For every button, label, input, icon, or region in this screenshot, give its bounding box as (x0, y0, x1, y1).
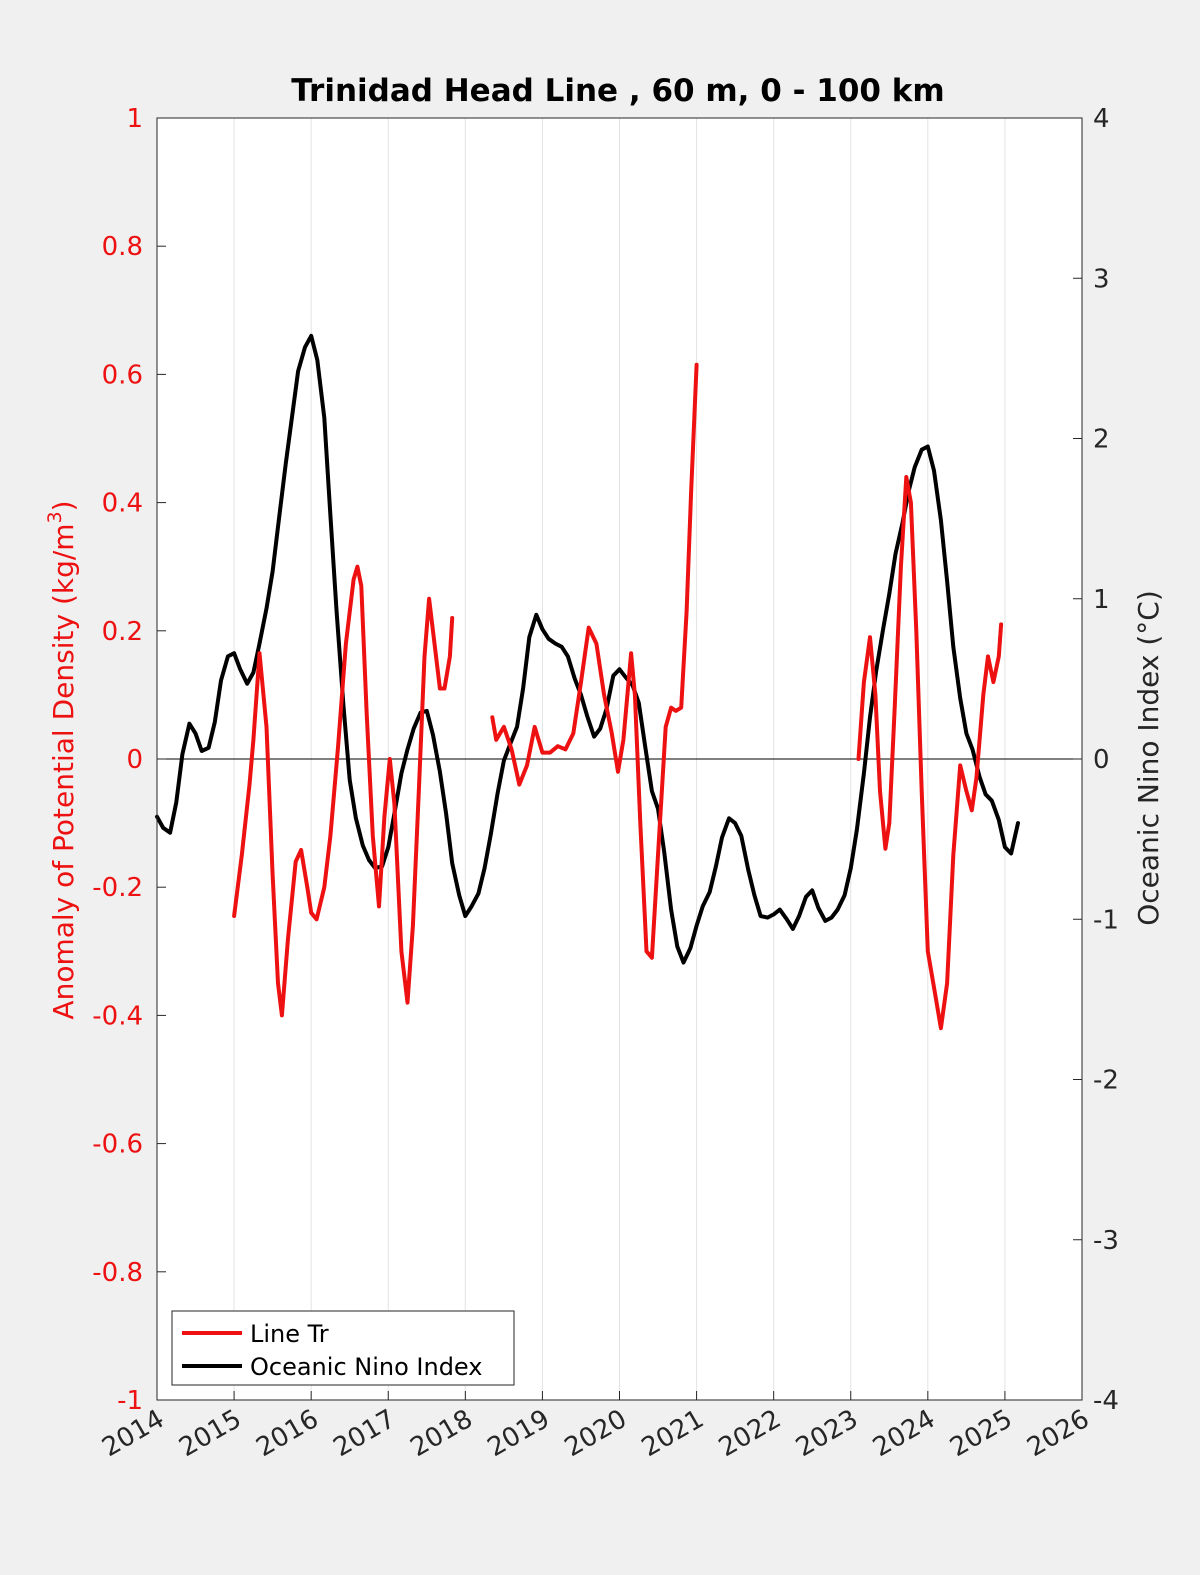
right-axis-label: Oceanic Nino Index (°C) (1132, 590, 1165, 926)
legend-label-oni: Oceanic Nino Index (250, 1353, 482, 1381)
right-y-axis: -4 -3 -2 -1 0 1 2 3 4 (1073, 104, 1119, 1416)
left-tick-label: 0 (126, 745, 143, 775)
right-tick-label: 4 (1093, 104, 1110, 134)
chart-title: Trinidad Head Line , 60 m, 0 - 100 km (291, 73, 944, 109)
right-tick-label: 3 (1093, 264, 1110, 294)
right-tick-label: 2 (1093, 425, 1110, 455)
series-line-tr (232, 564, 455, 1018)
left-tick-label: 0.8 (102, 232, 143, 262)
series-layer (155, 333, 1020, 1031)
legend-box (171, 1310, 515, 1386)
right-tick-label: -4 (1093, 1386, 1119, 1416)
left-tick-label: -1 (117, 1386, 143, 1416)
right-tick-label: 1 (1093, 585, 1110, 615)
left-axis-label: Anomaly of Potential Density (kg/m3) (44, 500, 80, 1019)
left-tick-label: -0.6 (92, 1130, 143, 1160)
series-line-tr (856, 475, 1004, 1031)
right-tick-label: -3 (1093, 1226, 1119, 1256)
left-tick-label: -0.8 (92, 1258, 143, 1288)
left-axis-label-main: Anomaly of Potential Density (kg/m (47, 523, 80, 1019)
right-tick-label: 0 (1093, 745, 1110, 775)
left-tick-label: 0.6 (102, 360, 143, 390)
left-tick-label: -0.4 (92, 1001, 143, 1031)
right-tick-label: -1 (1093, 905, 1119, 935)
left-y-axis: -1 -0.8 -0.6 -0.4 -0.2 0 0.2 0.4 0.6 0.8 1 (92, 104, 166, 1416)
left-axis-label-close: ) (47, 500, 80, 511)
left-axis-label-sup: 3 (44, 511, 66, 523)
legend: Line Tr Oceanic Nino Index (171, 1310, 515, 1386)
legend-label-line-tr: Line Tr (250, 1320, 329, 1348)
left-tick-label: 1 (126, 104, 143, 134)
series-line-tr (490, 362, 699, 960)
left-tick-label: -0.2 (92, 873, 143, 903)
left-tick-label: 0.4 (102, 489, 143, 519)
left-tick-label: 0.2 (102, 617, 143, 647)
right-tick-label: -2 (1093, 1066, 1119, 1096)
